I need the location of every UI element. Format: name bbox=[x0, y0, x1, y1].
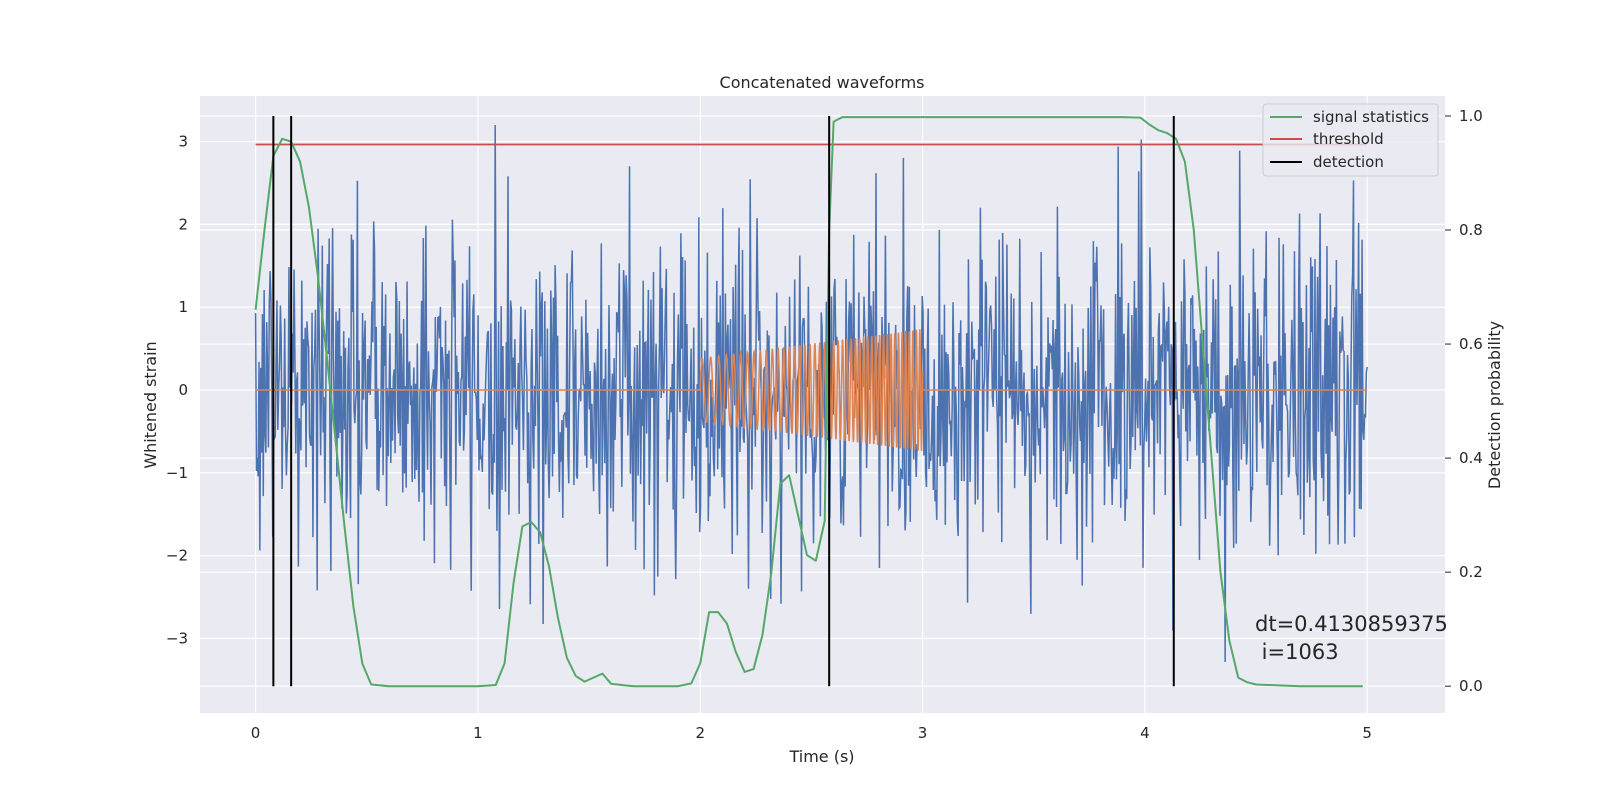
y-tick-label-left: −2 bbox=[166, 547, 188, 565]
x-tick-label: 5 bbox=[1362, 724, 1372, 742]
y-tick-label-right: 1.0 bbox=[1459, 107, 1483, 125]
legend-label-detection: detection bbox=[1313, 153, 1384, 171]
y-axis-label-right: Detection probability bbox=[1485, 321, 1504, 489]
y-axis-label-left: Whitened strain bbox=[141, 341, 160, 468]
legend: signal statistics threshold detection bbox=[1262, 103, 1439, 177]
series-signal-statistics bbox=[254, 116, 1363, 688]
legend-label-signal-statistics: signal statistics bbox=[1313, 108, 1429, 126]
y-axis-right: 0.0 0.2 0.4 0.6 0.8 1.0 bbox=[1445, 107, 1483, 695]
x-tick-label: 1 bbox=[473, 724, 483, 742]
y-tick-label-left: −1 bbox=[166, 464, 188, 482]
y-tick-label-left: 0 bbox=[178, 381, 188, 399]
x-tick-label: 4 bbox=[1140, 724, 1150, 742]
annotation-dt: dt=0.4130859375 bbox=[1255, 612, 1448, 636]
y-tick-label-right: 0.0 bbox=[1459, 677, 1483, 695]
y-tick-label-right: 0.2 bbox=[1459, 563, 1483, 581]
y-tick-label-right: 0.8 bbox=[1459, 221, 1483, 239]
y-tick-label-left: 3 bbox=[178, 133, 188, 151]
x-tick-label: 3 bbox=[918, 724, 928, 742]
legend-label-threshold: threshold bbox=[1313, 130, 1384, 148]
y-tick-label-left: 1 bbox=[178, 298, 188, 316]
grid-lines bbox=[200, 96, 1445, 713]
legend-box bbox=[1262, 103, 1439, 177]
x-tick-label: 2 bbox=[695, 724, 705, 742]
y-axis-left: 3 2 1 0 −1 −2 −3 bbox=[166, 133, 188, 648]
y-tick-label-right: 0.4 bbox=[1459, 449, 1483, 467]
annotation-i: i=1063 bbox=[1255, 640, 1339, 664]
y-tick-label-left: 2 bbox=[178, 215, 188, 233]
y-tick-label-right: 0.6 bbox=[1459, 335, 1483, 353]
series-template bbox=[255, 329, 1368, 452]
chart-title: Concatenated waveforms bbox=[720, 73, 925, 92]
x-tick-label: 0 bbox=[251, 724, 261, 742]
series-strain bbox=[254, 124, 1368, 663]
x-axis-label: Time (s) bbox=[788, 747, 854, 766]
series-layer bbox=[254, 115, 1368, 688]
x-axis: 0 1 2 3 4 5 bbox=[251, 724, 1372, 742]
y-tick-label-left: −3 bbox=[166, 629, 188, 647]
